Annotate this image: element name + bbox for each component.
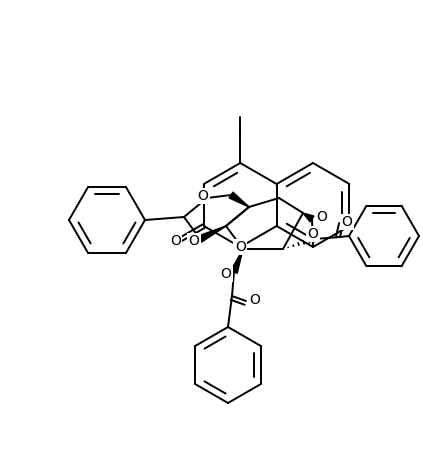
Text: O: O bbox=[341, 215, 352, 229]
Text: O: O bbox=[250, 293, 261, 307]
Polygon shape bbox=[231, 249, 243, 273]
Text: O: O bbox=[198, 189, 209, 203]
Text: O: O bbox=[235, 240, 246, 254]
Text: O: O bbox=[316, 210, 327, 224]
Text: O: O bbox=[189, 234, 199, 248]
Polygon shape bbox=[303, 213, 314, 222]
Text: O: O bbox=[308, 227, 319, 241]
Polygon shape bbox=[229, 192, 249, 207]
Text: O: O bbox=[170, 234, 181, 248]
Text: O: O bbox=[220, 267, 231, 281]
Polygon shape bbox=[198, 226, 226, 242]
